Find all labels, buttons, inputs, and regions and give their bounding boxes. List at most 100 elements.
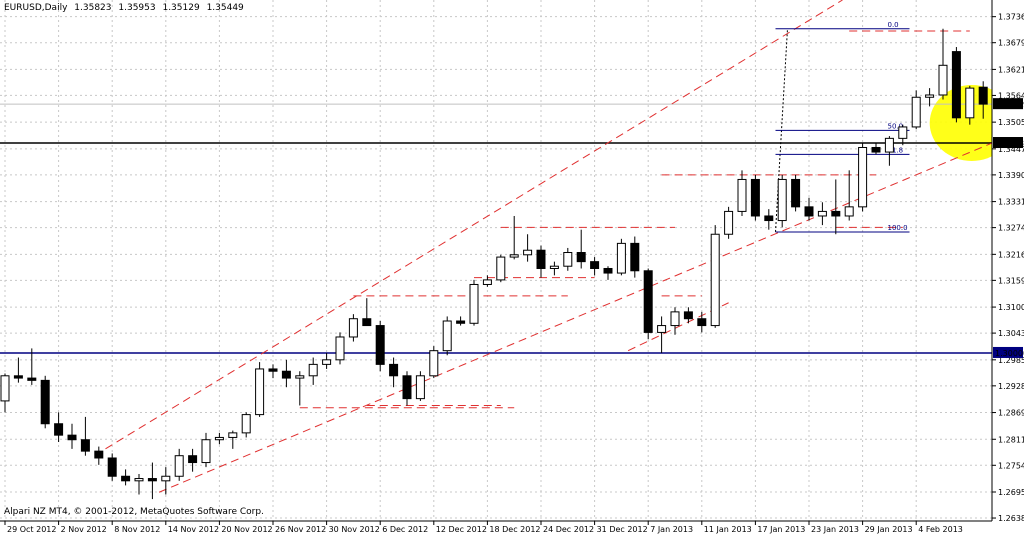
price-levels	[0, 103, 992, 354]
candle-body	[536, 249, 546, 269]
price-tick-label: 1.34470	[998, 145, 1024, 154]
candle-body	[764, 215, 774, 222]
candle-body	[643, 270, 653, 333]
trend-line	[105, 0, 843, 450]
time-tick-label: 30 Nov 2012	[329, 525, 380, 534]
time-tick-label: 12 Dec 2012	[436, 525, 487, 534]
candle-body	[0, 375, 10, 402]
fib-level-label: 0.0	[888, 21, 899, 29]
candle-body	[951, 51, 961, 119]
candle-body	[616, 242, 626, 274]
candle-body	[107, 457, 117, 477]
price-tick-label: 1.29850	[998, 356, 1024, 365]
candle-body	[147, 478, 157, 482]
time-tick-label: 29 Jan 2013	[865, 525, 913, 534]
level-price-box	[993, 137, 1023, 149]
candle-body	[710, 233, 720, 327]
fib-level-label: 61.8	[888, 146, 904, 154]
candle-body	[523, 249, 533, 256]
time-tick-label: 26 Nov 2012	[275, 525, 326, 534]
fibonacci-retracement: 0.0 50.0 61.8 100.0	[775, 21, 910, 233]
candle-body	[40, 379, 50, 425]
open-value: 1.35823	[74, 3, 112, 13]
candle-body	[737, 178, 747, 212]
time-tick-label: 24 Dec 2012	[543, 525, 594, 534]
candle-body	[13, 375, 23, 379]
candle-body	[657, 325, 667, 333]
fib-level-label: 50.0	[888, 122, 904, 130]
candle-body	[241, 414, 251, 434]
level-price-label: 1.30000	[995, 349, 1024, 358]
high-value: 1.35953	[118, 3, 156, 13]
candle-body	[94, 450, 104, 459]
price-tick-label: 1.31005	[998, 303, 1024, 312]
time-tick-label: 6 Dec 2012	[382, 525, 428, 534]
candle-body	[938, 64, 948, 96]
low-value: 1.35129	[162, 3, 200, 13]
candle-body	[80, 439, 90, 452]
candle-body	[482, 279, 492, 285]
candle-body	[683, 311, 693, 320]
candle-body	[724, 210, 734, 235]
candle-body	[442, 320, 452, 352]
candle-body	[844, 206, 854, 217]
grid	[0, 0, 992, 521]
price-tick-label: 1.27540	[998, 461, 1024, 470]
candle-body	[549, 265, 559, 269]
candle-body	[590, 261, 600, 269]
trend-line	[158, 129, 1024, 493]
candles	[0, 28, 988, 500]
candle-body	[228, 432, 238, 438]
candle-body	[54, 423, 64, 436]
candle-body	[188, 455, 198, 464]
price-tick-label: 1.35055	[998, 118, 1024, 127]
current-price-label: 1.35449	[995, 100, 1024, 109]
copyright-label: Alpari NZ MT4, © 2001-2012, MetaQuotes S…	[4, 507, 264, 517]
candle-body	[429, 350, 439, 377]
candle-body	[603, 267, 613, 274]
time-tick-label: 23 Jan 2013	[811, 525, 859, 534]
candle-body	[174, 455, 184, 477]
fib-level-label: 100.0	[888, 224, 908, 232]
close-value: 1.35449	[206, 3, 244, 13]
candle-body	[496, 256, 506, 281]
price-tick-label: 1.30435	[998, 329, 1024, 338]
candle-body	[201, 439, 211, 464]
candle-body	[456, 320, 466, 324]
price-tick-label: 1.26385	[998, 514, 1024, 523]
candle-body	[858, 146, 868, 208]
price-tick-label: 1.36795	[998, 39, 1024, 48]
candle-body	[871, 146, 881, 153]
candle-body	[884, 137, 894, 153]
time-tick-label: 14 Nov 2012	[168, 525, 219, 534]
time-tick-label: 7 Jan 2013	[650, 525, 693, 534]
time-tick-label: 20 Nov 2012	[221, 525, 272, 534]
candle-body	[509, 254, 519, 258]
candle-body	[402, 375, 412, 400]
current-price-box	[993, 98, 1023, 110]
candle-body	[831, 210, 841, 217]
price-tick-label: 1.32160	[998, 250, 1024, 259]
candle-body	[375, 325, 385, 365]
candle-body	[308, 363, 318, 377]
level-price-label: 1.34598	[995, 139, 1024, 148]
candle-body	[697, 318, 707, 327]
price-tick-label: 1.35640	[998, 91, 1024, 100]
price-tick-label: 1.26955	[998, 488, 1024, 497]
time-tick-label: 8 Nov 2012	[114, 525, 160, 534]
candle-body	[295, 375, 305, 379]
candle-body	[817, 210, 827, 217]
candle-body	[911, 96, 921, 128]
candle-body	[161, 475, 171, 482]
candle-body	[777, 178, 787, 222]
candle-body	[348, 318, 358, 338]
candle-body	[268, 368, 278, 372]
candle-body	[335, 336, 345, 361]
time-axis-panel	[0, 521, 1024, 535]
candle-body	[281, 370, 291, 379]
candle-body	[925, 94, 935, 98]
time-tick-label: 2 Nov 2012	[61, 525, 107, 534]
